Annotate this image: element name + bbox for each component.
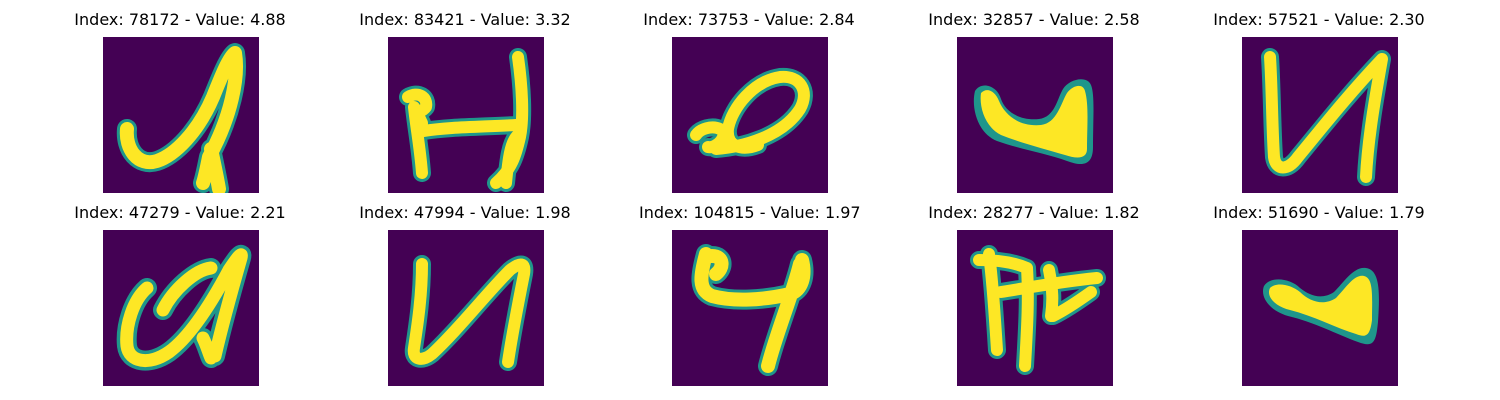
digit-image: [672, 37, 828, 193]
image-panel-7: Index: 47994 - Value: 1.98: [355, 202, 575, 387]
panel-title: Index: 51690 - Value: 1.79: [1213, 203, 1425, 222]
panel-title: Index: 32857 - Value: 2.58: [928, 10, 1140, 29]
panel-title: Index: 47279 - Value: 2.21: [74, 203, 286, 222]
digit-image: [103, 230, 259, 386]
digit-image: [103, 37, 259, 193]
digit-image: [388, 230, 544, 386]
image-panel-5: Index: 57521 - Value: 2.30: [1209, 9, 1429, 194]
panel-title: Index: 28277 - Value: 1.82: [928, 203, 1140, 222]
digit-image: [1242, 37, 1398, 193]
digit-image: [388, 37, 544, 193]
digit-image: [672, 230, 828, 386]
image-panel-2: Index: 83421 - Value: 3.32: [355, 9, 575, 194]
digit-image: [957, 230, 1113, 386]
panel-title: Index: 78172 - Value: 4.88: [74, 10, 286, 29]
image-panel-3: Index: 73753 - Value: 2.84: [639, 9, 859, 194]
digit-image: [957, 37, 1113, 193]
image-panel-4: Index: 32857 - Value: 2.58: [924, 9, 1144, 194]
panel-title: Index: 104815 - Value: 1.97: [639, 203, 861, 222]
image-panel-1: Index: 78172 - Value: 4.88: [70, 9, 290, 194]
image-panel-6: Index: 47279 - Value: 2.21: [70, 202, 290, 387]
image-panel-8: Index: 104815 - Value: 1.97: [639, 202, 861, 387]
panel-title: Index: 73753 - Value: 2.84: [643, 10, 855, 29]
panel-title: Index: 83421 - Value: 3.32: [359, 10, 571, 29]
panel-title: Index: 47994 - Value: 1.98: [359, 203, 571, 222]
digit-image: [1242, 230, 1398, 386]
panel-title: Index: 57521 - Value: 2.30: [1213, 10, 1425, 29]
image-panel-9: Index: 28277 - Value: 1.82: [924, 202, 1144, 387]
image-panel-10: Index: 51690 - Value: 1.79: [1209, 202, 1429, 387]
